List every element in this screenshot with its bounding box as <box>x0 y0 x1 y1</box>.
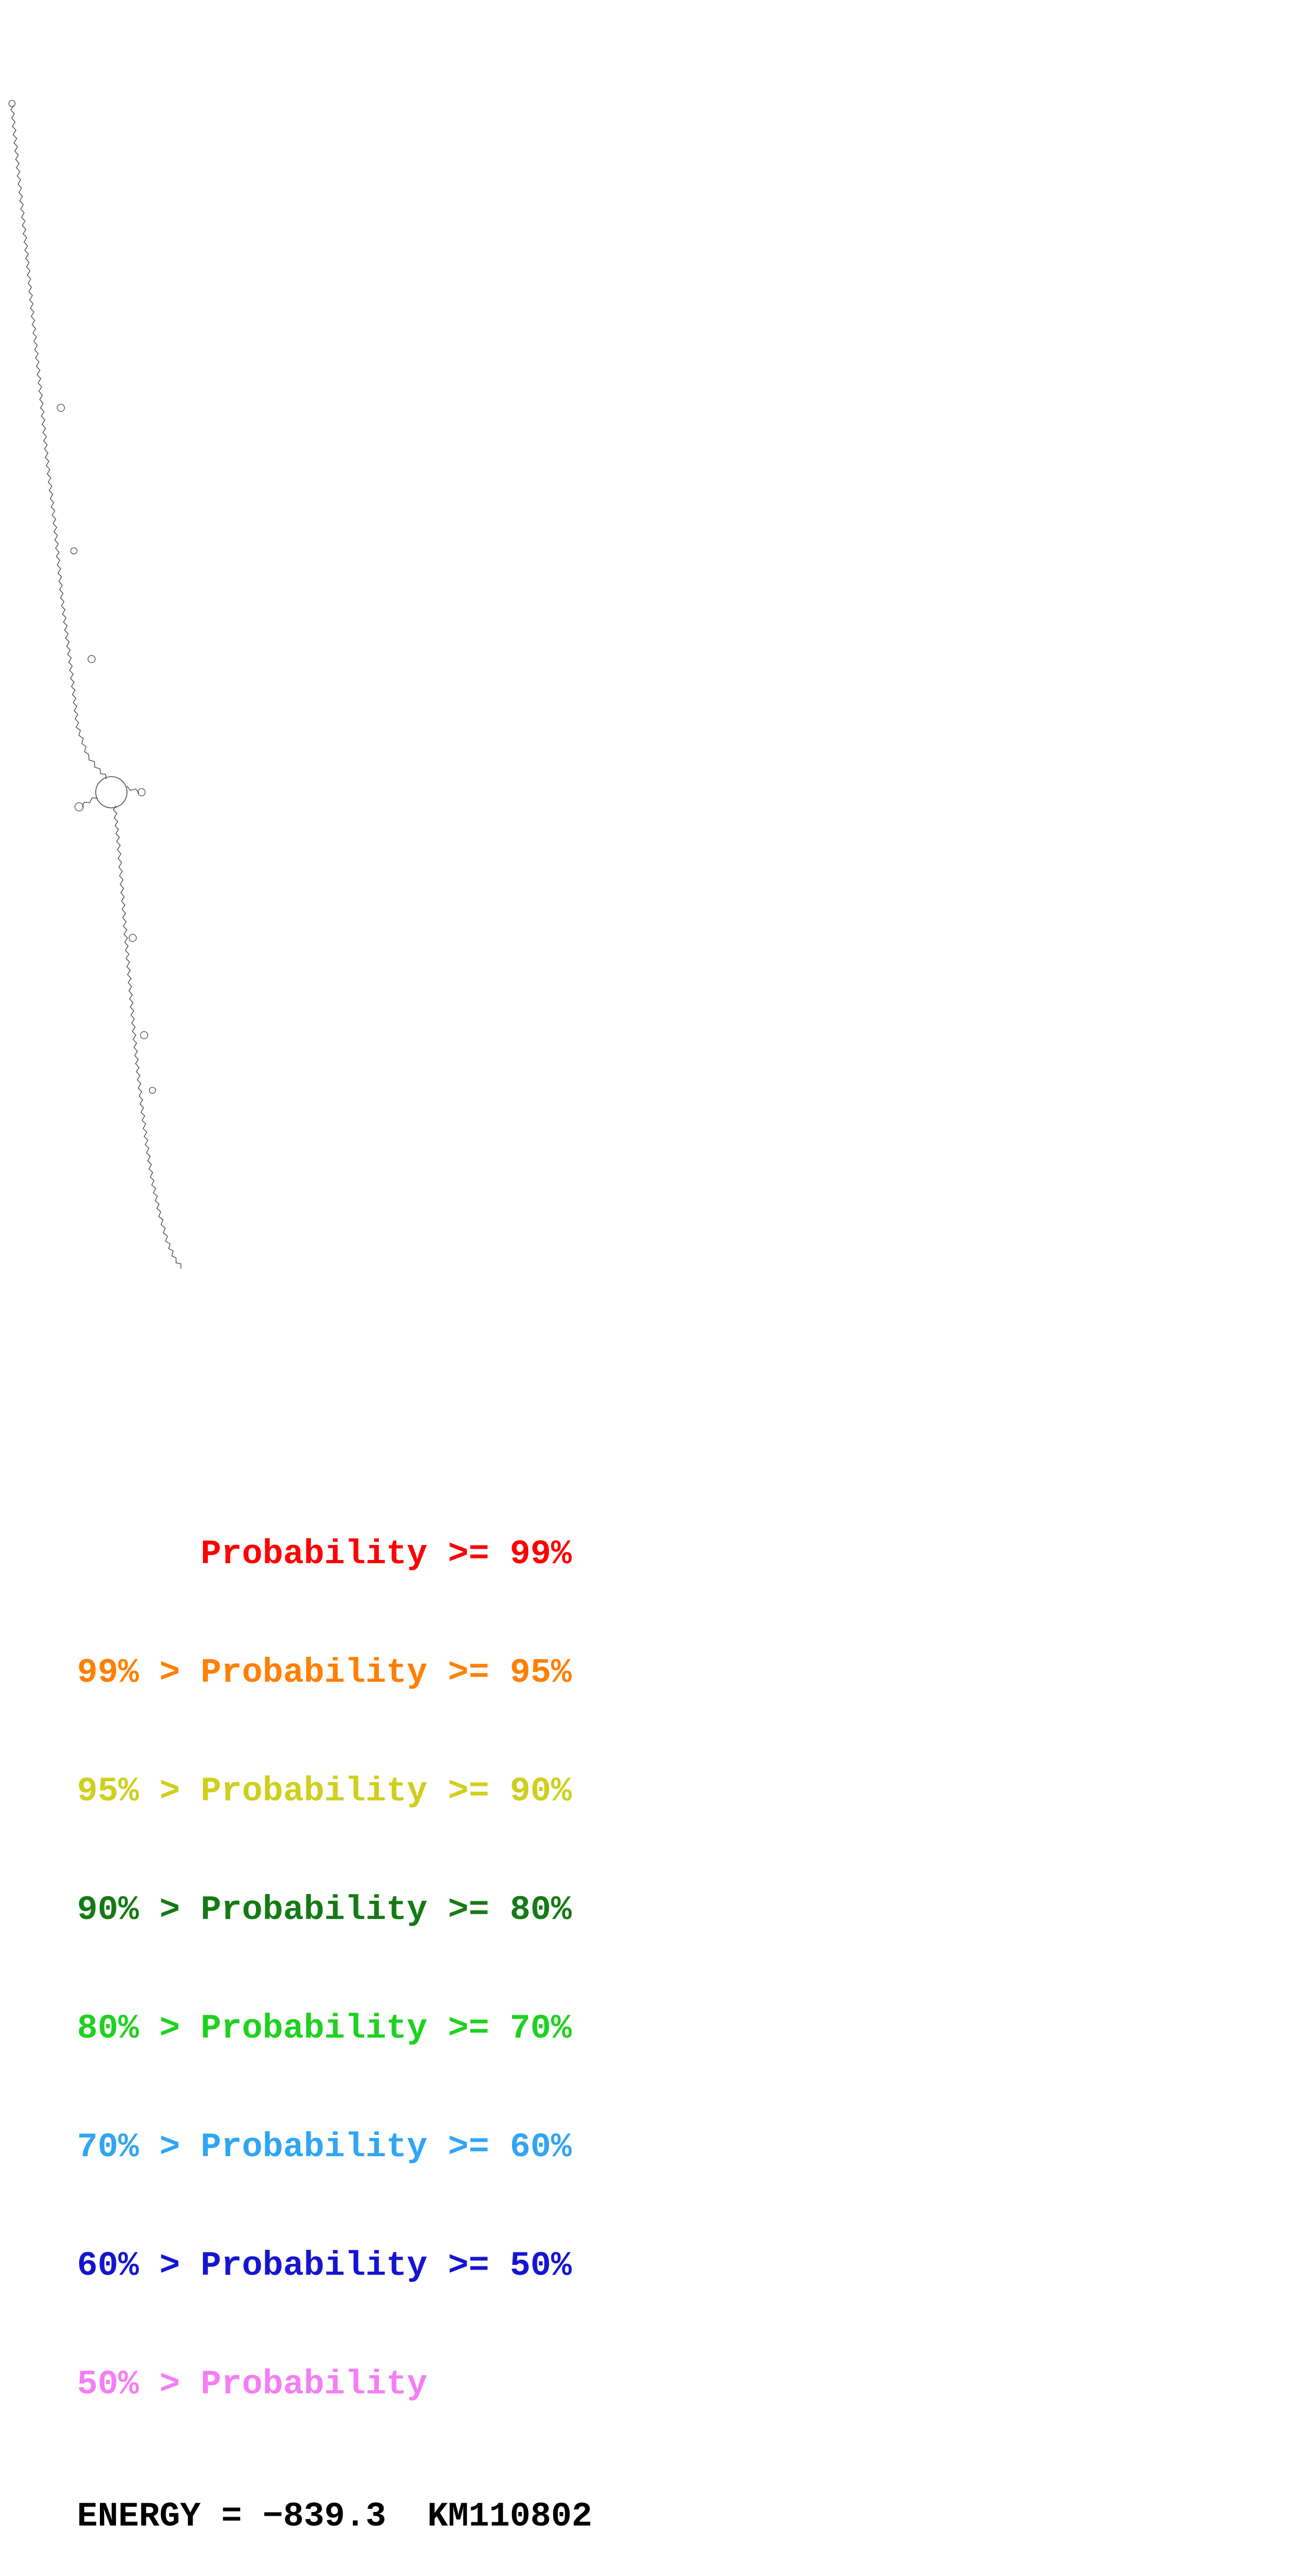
energy-label: ENERGY = −839.3 KM110802 <box>77 2497 593 2536</box>
chain-upper <box>10 105 107 780</box>
bulge-loop-node <box>70 547 78 555</box>
rna-structure-svg <box>8 100 182 1269</box>
bulge-loop-node <box>57 404 65 412</box>
bulge-loop-node <box>8 100 16 107</box>
bulge-loop-node <box>140 1031 148 1039</box>
legend-item-prob-90-95: 95% > Probability >= 90% <box>77 1772 572 1811</box>
legend-item-prob-70-80: 80% > Probability >= 70% <box>77 2009 572 2048</box>
legend-item-prob-lt-50: 50% > Probability <box>77 2365 428 2404</box>
stub-right <box>126 785 139 794</box>
bulge-loop-node <box>74 802 84 812</box>
legend-item-prob-60-70: 70% > Probability >= 60% <box>77 2128 572 2167</box>
stub-left <box>81 797 98 807</box>
legend-item-prob-95-99: 99% > Probability >= 95% <box>77 1653 572 1692</box>
multiloop-circle <box>95 776 127 808</box>
legend-item-prob-ge-99: Probability >= 99% <box>77 1535 572 1574</box>
legend-item-prob-80-90: 90% > Probability >= 80% <box>77 1890 572 1929</box>
legend-item-prob-50-60: 60% > Probability >= 50% <box>77 2246 572 2285</box>
bulge-loop-node <box>129 934 137 942</box>
bulge-loop-node <box>87 655 96 663</box>
chain-lower <box>112 805 182 1269</box>
bulge-loop-node <box>137 788 146 796</box>
bulge-loop-node <box>149 1087 156 1094</box>
probability-legend: Probability >= 99% 99% > Probability >= … <box>77 1456 592 2576</box>
